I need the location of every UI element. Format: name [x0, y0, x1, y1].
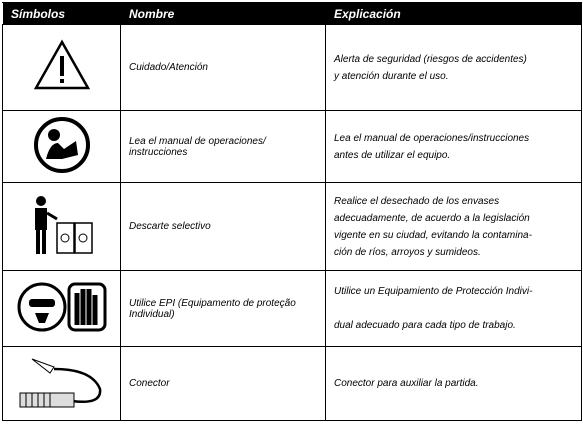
name-cell: Utilice EPI (Equipamento de proteção Ind…: [120, 270, 326, 347]
row: Descarte selectivo Realice el desechado …: [2, 182, 582, 271]
row: Conector Conector para auxiliar la parti…: [2, 346, 582, 421]
name-cell: Lea el manual de operaciones/ instruccio…: [120, 110, 326, 183]
explanation-cell: Utilice un Equipamiento de Protección In…: [325, 270, 582, 347]
header-cell: Explicación: [325, 2, 582, 25]
icon-cell: [2, 24, 121, 111]
explanation-line: ción de ríos, arroyos y sumideos.: [334, 246, 481, 258]
icon-cell: [2, 110, 121, 183]
explanation-cell: Realice el desechado de los envases adecu…: [325, 182, 582, 271]
explanation-cell: Conector para auxiliar la partida.: [325, 346, 582, 421]
row: Lea el manual de operaciones/ instruccio…: [2, 110, 582, 183]
connector-icon: [19, 358, 101, 408]
explanation-line: Alerta de seguridad (riesgos de accident…: [334, 53, 527, 65]
explanation-line: Realice el desechado de los envases: [334, 195, 500, 207]
manual-icon: [33, 117, 90, 173]
ppe-icon: [17, 282, 106, 332]
explanation-line: dual adecuado para cada tipo de trabajo.: [334, 319, 516, 331]
header-cell: Nombre: [120, 2, 326, 25]
explanation-line: antes de utilizar el equipo.: [334, 149, 451, 161]
explanation-line: Utilice un Equipamiento de Protección In…: [334, 285, 533, 297]
explanation-cell: Alerta de seguridad (riesgos de accident…: [325, 24, 582, 111]
header-cell: Símbolos: [2, 2, 121, 25]
warning-icon: [33, 39, 90, 90]
name-cell: Descarte selectivo: [120, 182, 326, 271]
icon-cell: [2, 270, 121, 347]
icon-cell: [2, 182, 121, 271]
explanation-line: adecuadamente, de acuerdo a la legislaci…: [334, 212, 530, 224]
row: Utilice EPI (Equipamento de proteção Ind…: [2, 270, 582, 347]
header-row: Símbolos Nombre Explicación: [2, 2, 582, 25]
explanation-line: vigente en su ciudad, evitando la contam…: [334, 229, 532, 241]
icon-cell: [2, 346, 121, 421]
explanation-cell: Lea el manual de operaciones/instruccion…: [325, 110, 582, 183]
row: Cuidado/Atención Alerta de seguridad (ri…: [2, 24, 582, 111]
explanation-line: Lea el manual de operaciones/instruccion…: [334, 132, 530, 144]
name-cell: Cuidado/Atención: [120, 24, 326, 111]
explanation-line: Conector para auxiliar la partida.: [334, 378, 479, 389]
explanation-line: y atención durante el uso.: [334, 70, 449, 82]
name-cell: Conector: [120, 346, 326, 421]
recycle-icon: [34, 196, 93, 254]
